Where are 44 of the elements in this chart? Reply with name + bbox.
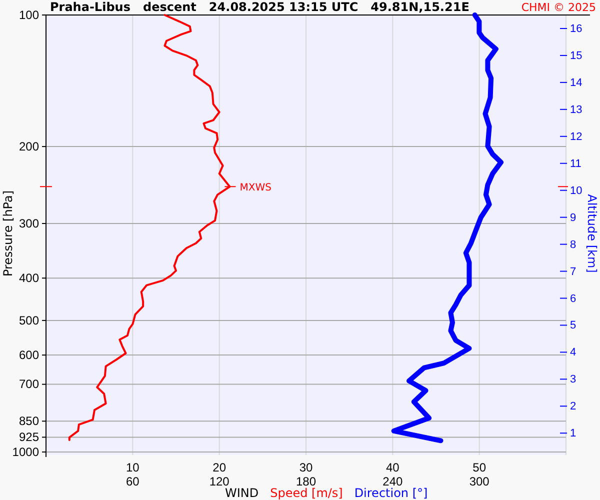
y-tick-label: 100: [18, 8, 40, 22]
y-tick-label: 600: [18, 348, 40, 362]
y2-tick-label: 2: [570, 400, 576, 413]
x2-tick-label: 300: [469, 474, 490, 489]
y-axis-title: Pressure [hPa]: [1, 190, 15, 277]
x-axis-title: WIND: [225, 486, 270, 500]
y-tick-label: 850: [18, 414, 40, 428]
text: Direction [°]: [354, 486, 440, 500]
y2-tick-label: 13: [570, 104, 582, 116]
x-tick-label: 20: [212, 460, 226, 475]
y2-tick-label: 4: [570, 346, 576, 359]
x2-tick-label: 240: [382, 474, 403, 489]
y2-tick-label: 8: [570, 238, 576, 251]
x2-tick-label: 180: [296, 474, 316, 489]
y-tick-label: 500: [18, 313, 40, 328]
y2-tick-label: 7: [570, 266, 576, 278]
y2-tick-label: 16: [570, 23, 582, 36]
y-tick-label: 200: [18, 139, 40, 154]
y2-tick-label: 15: [570, 50, 582, 62]
y2-tick-label: 9: [570, 212, 576, 224]
y-tick-label: 400: [18, 270, 40, 285]
y2-tick-label: 1: [570, 428, 576, 440]
y-tick-label: 700: [18, 377, 40, 392]
y2-tick-label: 10: [570, 184, 582, 197]
text: CHMI © 2025: [521, 1, 596, 14]
y-tick-label: 1000: [12, 444, 40, 459]
y2-tick-label: 12: [570, 130, 582, 143]
y2-tick-label: 14: [570, 76, 582, 89]
chart-title: Praha-Libus descent 24.08.2025 13:15 UTC 49.81N,15.21E: [50, 0, 470, 14]
y2-tick-label: 11: [570, 158, 582, 170]
x2-tick-label: 120: [209, 474, 230, 489]
x-tick-label: 10: [126, 460, 140, 475]
annotation: MXWS: [240, 182, 272, 194]
x-tick-label: 50: [472, 460, 486, 475]
y2-axis-title: Altitude [km]: [585, 194, 599, 273]
x-tick-label: 40: [386, 460, 400, 475]
y2-tick-label: 3: [570, 374, 576, 386]
y-tick-label: 925: [18, 430, 40, 444]
text: Speed [m/s]: [270, 486, 354, 500]
y-tick-label: 300: [18, 216, 40, 230]
y2-tick-label: 5: [570, 320, 576, 332]
x-tick-label: 30: [299, 460, 313, 475]
y2-tick-label: 6: [570, 292, 576, 305]
x2-tick-label: 60: [126, 474, 140, 489]
